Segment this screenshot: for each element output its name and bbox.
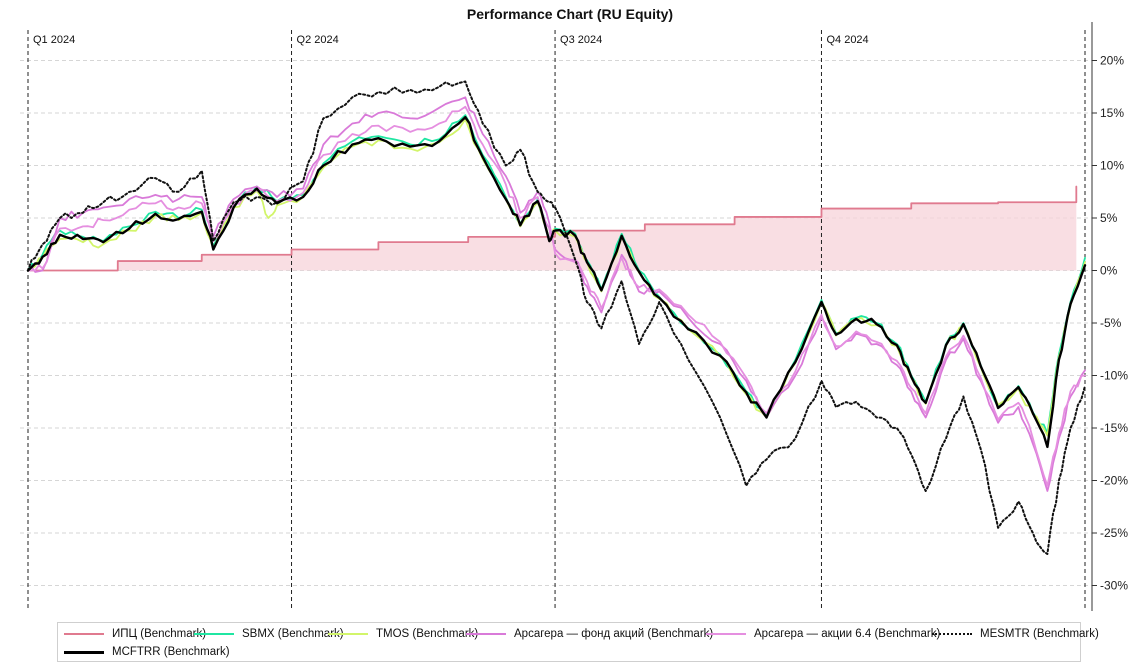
quarter-markers: Q1 2024 Q2 2024 Q3 2024 Q4 2024 — [27, 30, 1086, 611]
series-line-2 — [27, 118, 1086, 437]
cpi-area — [28, 186, 1077, 271]
y-tick-label: -30% — [1100, 579, 1128, 593]
legend-label: MESMTR (Benchmark) — [980, 628, 1099, 640]
legend: ИПЦ (Benchmark) SBMX (Benchmark) TMOS (Ben… — [57, 622, 1099, 662]
grid-lines — [20, 60, 1092, 586]
quarter-label: Q1 2024 — [33, 34, 75, 46]
series-line-1 — [27, 114, 1086, 435]
legend-swatch — [466, 633, 506, 635]
chart-title: Performance Chart (RU Equity) — [467, 6, 673, 22]
legend-swatch — [64, 633, 104, 635]
y-tick-label: -25% — [1100, 526, 1128, 540]
legend-swatch — [64, 651, 104, 654]
legend-label: MCFTRR (Benchmark) — [112, 646, 230, 658]
y-tick-label: -15% — [1100, 421, 1128, 435]
legend-label: TMOS (Benchmark) — [376, 628, 479, 640]
series-line-6 — [26, 116, 1087, 449]
y-tick-label: 5% — [1100, 211, 1118, 225]
legend-swatch — [194, 633, 234, 635]
y-tick-label: 20% — [1100, 54, 1124, 68]
y-tick-label: -10% — [1100, 369, 1128, 383]
y-tick-label: -20% — [1100, 474, 1128, 488]
quarter-label: Q2 2024 — [297, 34, 339, 46]
legend-swatch — [328, 633, 368, 635]
series-line-4 — [27, 105, 1086, 487]
legend-label: Арсагера — фонд акций (Benchmark) — [514, 628, 714, 640]
series-line-3 — [27, 96, 1086, 492]
quarter-label: Q4 2024 — [826, 34, 868, 46]
series-lines — [26, 80, 1087, 555]
series-line-5 — [27, 80, 1086, 555]
legend-label: ИПЦ (Benchmark) — [112, 628, 207, 640]
legend-label: Арсагера — акции 6.4 (Benchmark) — [754, 628, 941, 640]
quarter-label: Q3 2024 — [560, 34, 602, 46]
legend-swatch — [932, 633, 972, 635]
legend-swatch — [706, 633, 746, 635]
y-tick-label: 10% — [1100, 159, 1124, 173]
legend-label: SBMX (Benchmark) — [242, 628, 344, 640]
y-axis: 20% 15% 10% 5% 0% -5% -10% -15% -20% -25% -30% — [1091, 22, 1128, 611]
y-tick-label: 0% — [1100, 264, 1118, 278]
y-tick-label: 15% — [1100, 106, 1124, 120]
cpi-band — [28, 186, 1077, 271]
y-tick-label: -5% — [1100, 316, 1122, 330]
